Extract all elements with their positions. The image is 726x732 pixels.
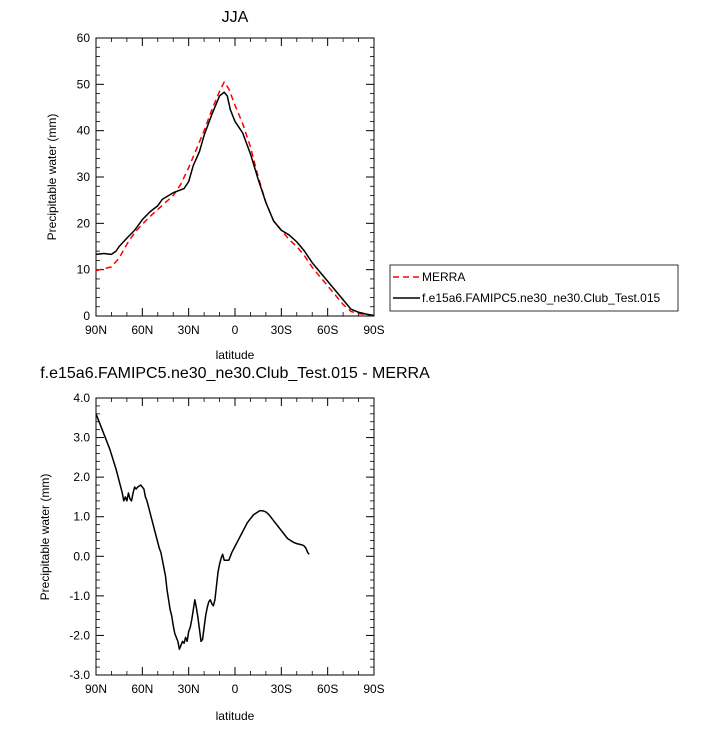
top-y-tick-label: 0	[83, 309, 90, 323]
bottom-y-tick-label: 3.0	[73, 431, 90, 445]
top-y-tick-label: 40	[77, 124, 91, 138]
bottom-panel: f.e15a6.FAMIPC5.ne30_ne30.Club_Test.015 …	[38, 365, 430, 723]
bottom-y-tick-label: 1.0	[73, 510, 90, 524]
top-chart-title: JJA	[222, 9, 249, 26]
bottom-y-tick-label: 4.0	[73, 391, 90, 405]
bottom-y-tick-label: 2.0	[73, 470, 90, 484]
top-x-axis-label: latitude	[216, 348, 255, 362]
top-x-tick-label: 60N	[131, 323, 153, 337]
bottom-y-tick-label: -2.0	[69, 628, 90, 642]
bottom-y-axis-label: Precipitable water (mm)	[38, 474, 52, 601]
legend-label-model: f.e15a6.FAMIPC5.ne30_ne30.Club_Test.015	[422, 291, 660, 305]
bottom-x-tick-label: 90N	[85, 682, 107, 696]
bottom-x-tick-label: 90S	[363, 682, 384, 696]
top-y-axis-label: Precipitable water (mm)	[45, 114, 59, 241]
legend-box	[389, 264, 679, 312]
top-plot-area: 0 10 20 30 40 50 60 90N 60N 30N 0 30S 60S 90S	[77, 31, 385, 337]
top-plot-frame	[95, 37, 375, 317]
bottom-y-tick-label: -1.0	[69, 589, 90, 603]
bottom-chart-title: f.e15a6.FAMIPC5.ne30_ne30.Club_Test.015 …	[40, 365, 430, 382]
top-x-tick-label: 60S	[317, 323, 338, 337]
bottom-plot-frame	[95, 397, 375, 676]
top-x-tick-label: 90N	[85, 323, 107, 337]
bottom-x-tick-label: 30N	[178, 682, 200, 696]
bottom-plot-area: -3.0 -2.0 -1.0 0.0 1.0 2.0 3.0 4.0 90N 60N 30N 0 30S…	[69, 391, 384, 696]
top-x-tick-label: 30N	[178, 323, 200, 337]
top-series-line-0	[95, 81, 375, 317]
top-x-tick-label: 30S	[271, 323, 292, 337]
top-y-tick-label: 30	[77, 170, 91, 184]
legend-label-merra: MERRA	[422, 270, 465, 284]
bottom-x-axis-label: latitude	[216, 709, 255, 723]
top-y-tick-label: 20	[77, 216, 91, 230]
bottom-series-line-0	[95, 413, 310, 651]
top-series-line-1	[95, 91, 375, 317]
bottom-x-tick-label: 30S	[271, 682, 292, 696]
bottom-y-tick-label: -3.0	[69, 668, 90, 682]
bottom-y-tick-label: 0.0	[73, 549, 90, 563]
top-legend: MERRA f.e15a6.FAMIPC5.ne30_ne30.Club_Tes…	[389, 264, 679, 312]
top-panel: JJA 0 10 20 30 40 50 60 90N 60N 30N 0 30S 60S 90S lat…	[45, 9, 679, 362]
bottom-x-tick-label: 60S	[317, 682, 338, 696]
top-y-tick-label: 60	[77, 31, 91, 45]
top-y-tick-label: 50	[77, 77, 91, 91]
top-x-tick-label: 90S	[363, 323, 384, 337]
top-x-tick-label: 0	[232, 323, 239, 337]
bottom-x-tick-label: 0	[232, 682, 239, 696]
top-y-tick-label: 10	[77, 263, 91, 277]
bottom-x-tick-label: 60N	[131, 682, 153, 696]
